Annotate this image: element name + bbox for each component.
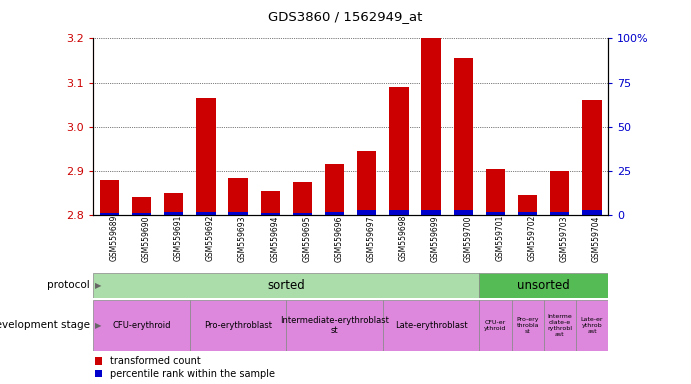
Bar [518,195,538,215]
Text: Late-erythroblast: Late-erythroblast [395,321,467,330]
Text: GSM559693: GSM559693 [238,215,247,262]
Text: GSM559704: GSM559704 [592,215,601,262]
Bar [229,212,248,215]
Text: GSM559691: GSM559691 [173,215,182,262]
Bar [454,210,473,215]
Text: GSM559702: GSM559702 [528,215,537,262]
Bar [486,212,505,215]
Text: Interme
diate-e
rythrobl
ast: Interme diate-e rythrobl ast [547,314,572,337]
Bar [261,213,280,215]
Bar [325,164,344,215]
Text: unsorted: unsorted [518,279,570,291]
Bar [164,212,183,215]
Text: Pro-erythroblast: Pro-erythroblast [204,321,272,330]
Bar [93,300,190,351]
Text: Pro-ery
throbla
st: Pro-ery throbla st [516,317,539,334]
Bar [164,193,183,215]
Text: GDS3860 / 1562949_at: GDS3860 / 1562949_at [268,10,423,23]
Text: Intermediate-erythroblast
st: Intermediate-erythroblast st [280,316,389,335]
Text: protocol: protocol [47,280,90,290]
Bar [261,191,280,215]
Text: ▶: ▶ [95,281,101,290]
Text: GSM559696: GSM559696 [334,215,343,262]
Text: GSM559690: GSM559690 [142,215,151,262]
Bar [550,212,569,215]
Bar [389,87,408,215]
Bar [518,212,538,215]
Bar [293,213,312,215]
Bar [389,210,408,215]
Bar [583,100,602,215]
Text: GSM559699: GSM559699 [431,215,440,262]
Bar [132,213,151,215]
Bar [511,300,544,351]
Text: GSM559695: GSM559695 [303,215,312,262]
Text: GSM559694: GSM559694 [270,215,279,262]
Text: Late-er
ythrob
ast: Late-er ythrob ast [580,317,603,334]
Text: CFU-erythroid: CFU-erythroid [113,321,171,330]
Bar [357,151,377,215]
Bar [576,300,608,351]
Bar [196,212,216,215]
Bar [480,300,511,351]
Bar [454,58,473,215]
Text: GSM559697: GSM559697 [367,215,376,262]
Bar [100,213,119,215]
Bar [357,210,377,215]
Legend: transformed count, percentile rank within the sample: transformed count, percentile rank withi… [95,356,275,379]
Text: CFU-er
ythroid: CFU-er ythroid [484,320,507,331]
Bar [132,197,151,215]
Bar [93,273,480,298]
Bar [100,180,119,215]
Bar [422,38,441,215]
Bar [550,171,569,215]
Text: GSM559700: GSM559700 [463,215,472,262]
Bar [196,98,216,215]
Bar [544,300,576,351]
Text: GSM559703: GSM559703 [560,215,569,262]
Bar [480,273,608,298]
Bar [325,212,344,215]
Text: GSM559689: GSM559689 [109,215,118,262]
Bar [229,177,248,215]
Bar [286,300,383,351]
Bar [383,300,480,351]
Text: GSM559698: GSM559698 [399,215,408,262]
Bar [583,210,602,215]
Bar [486,169,505,215]
Text: ▶: ▶ [95,321,101,330]
Bar [190,300,286,351]
Text: GSM559701: GSM559701 [495,215,504,262]
Text: sorted: sorted [267,279,305,291]
Bar [422,210,441,215]
Text: development stage: development stage [0,320,90,331]
Bar [293,182,312,215]
Text: GSM559692: GSM559692 [206,215,215,262]
